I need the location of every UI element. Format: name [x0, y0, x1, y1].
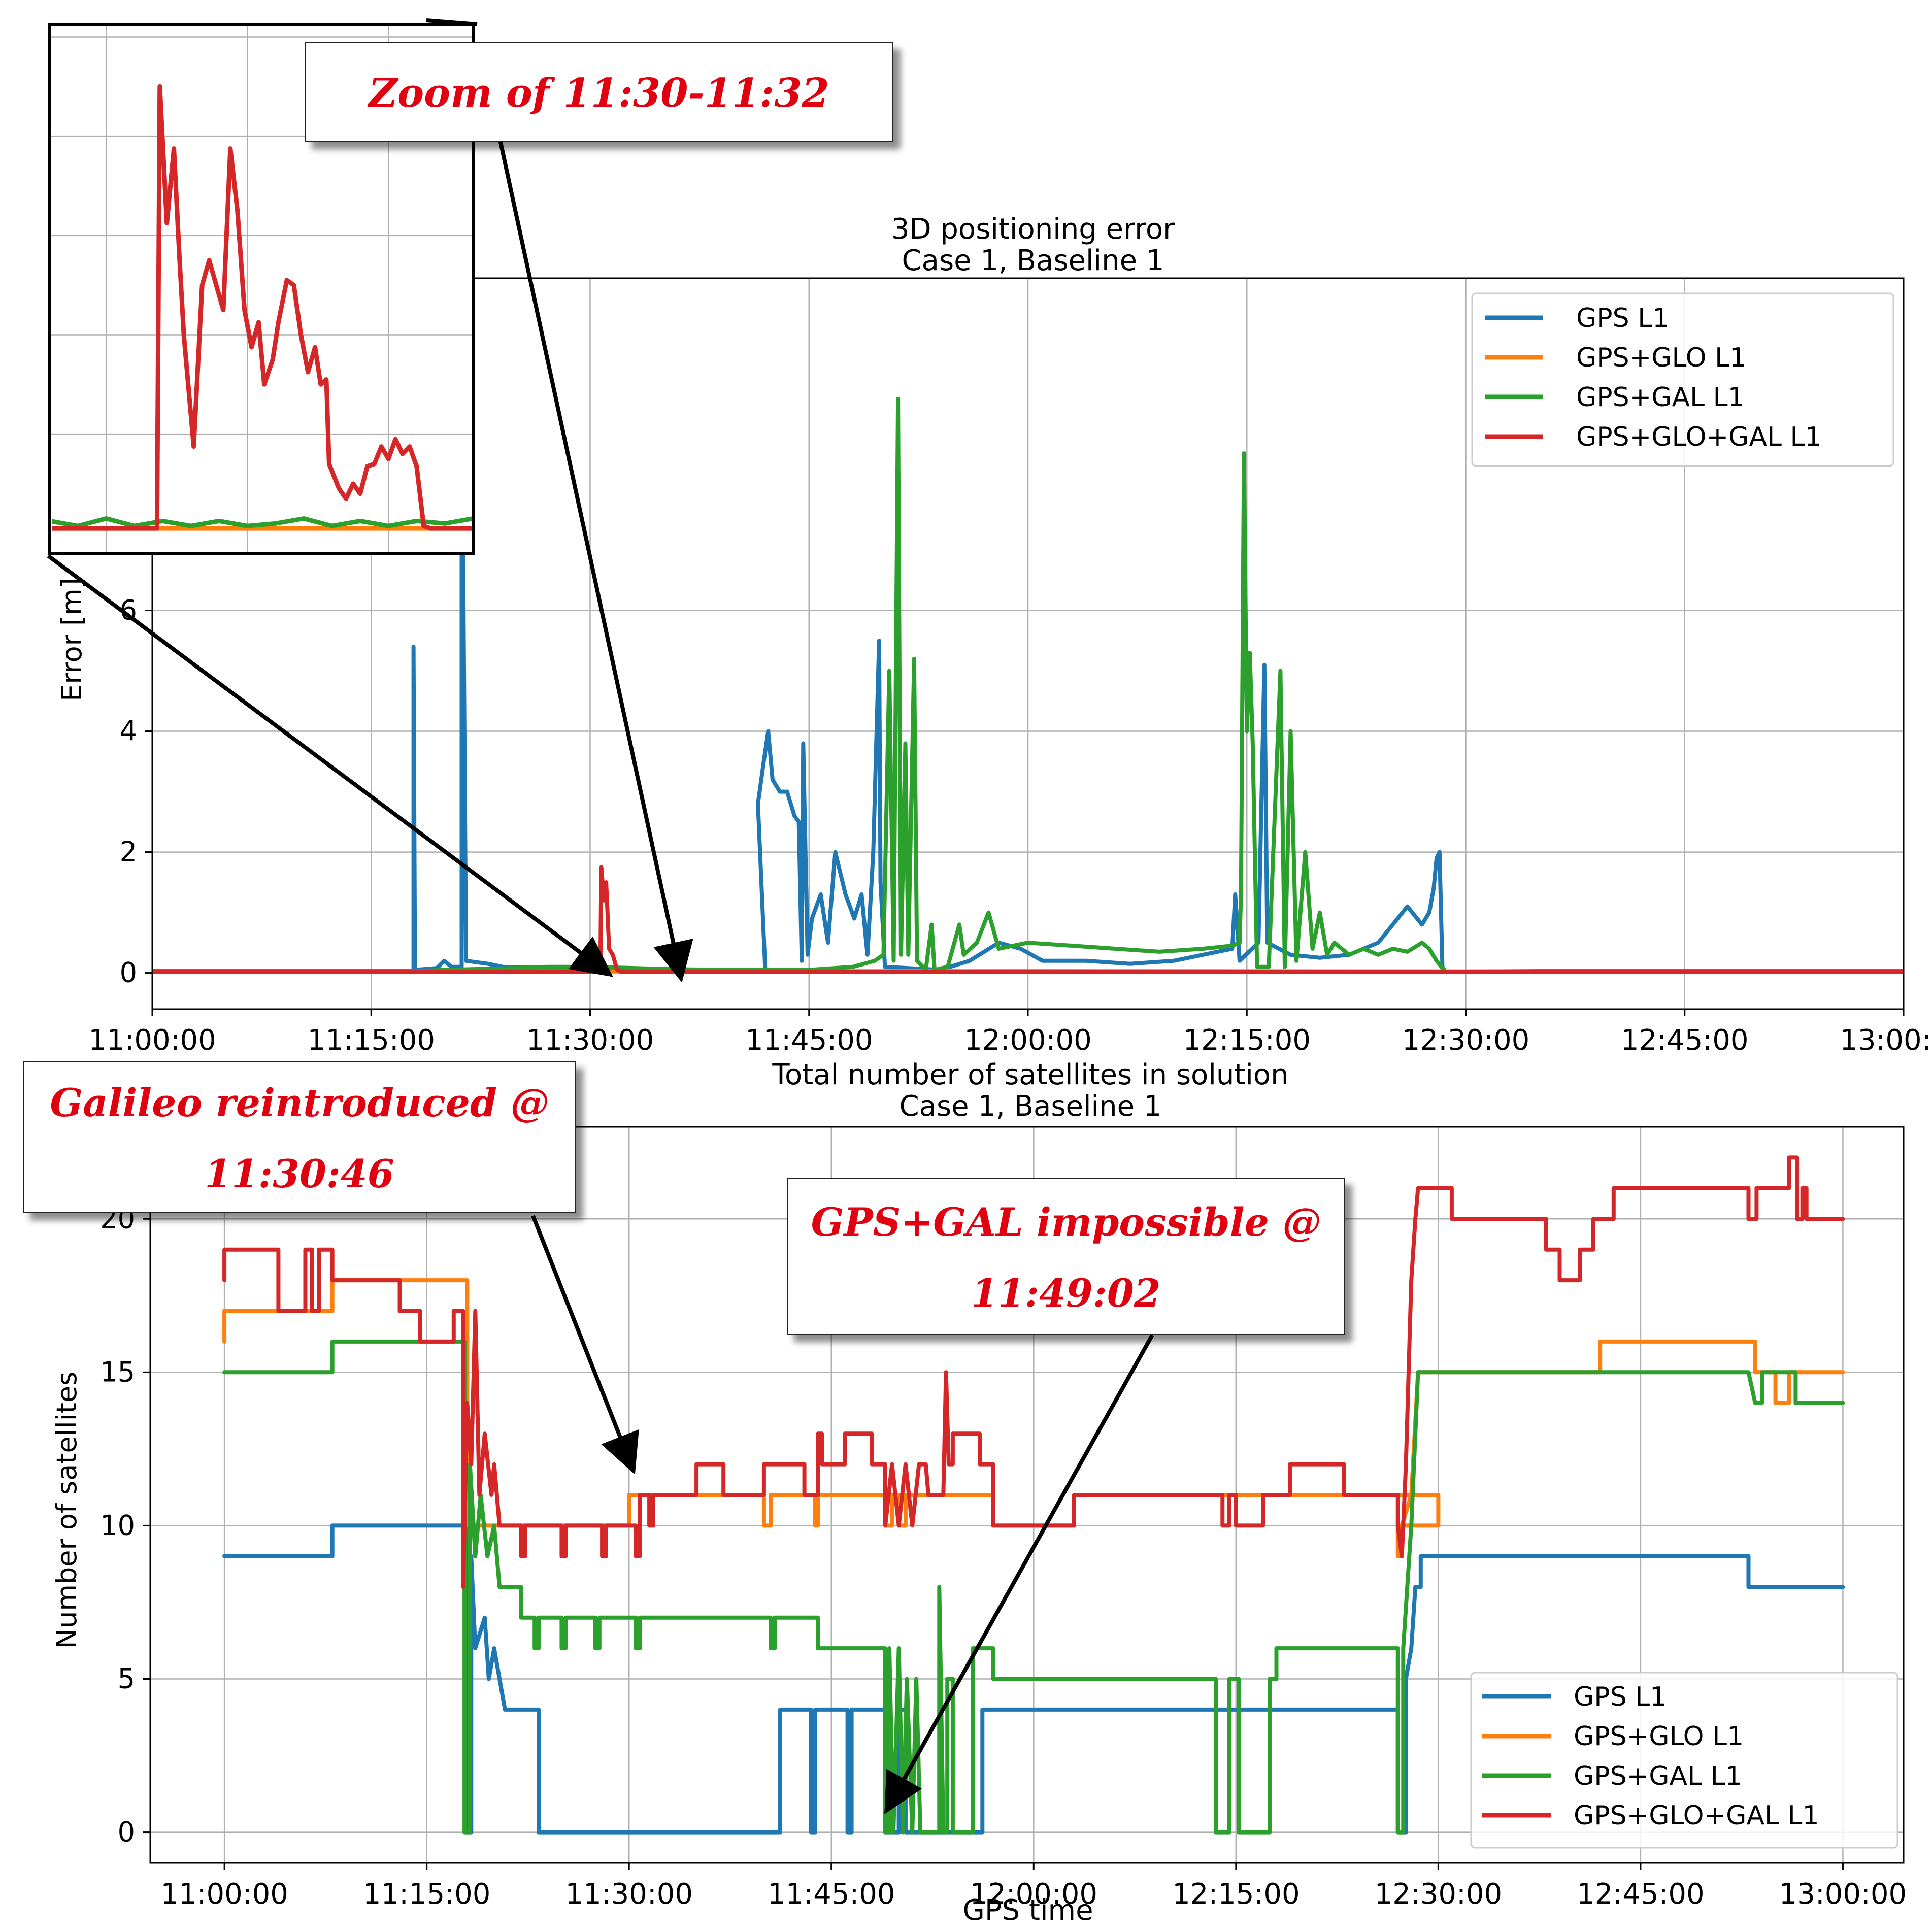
- gpsgal-callout: GPS+GAL impossible @ 11:49:02: [787, 1178, 1345, 1335]
- x-tick-label: 12:00:00: [970, 1878, 1098, 1911]
- legend-label-gps: GPS L1: [1576, 303, 1669, 334]
- x-tick-label: 12:30:00: [1402, 1024, 1530, 1057]
- legend-label-gps-glo: GPS+GLO L1: [1574, 1721, 1744, 1752]
- error-chart: 3D positioning error Case 1, Baseline 1 …: [56, 213, 1932, 1057]
- x-tick-label: 11:45:00: [745, 1024, 873, 1057]
- series-line-gps-glo-gal-l1: [222, 1155, 1845, 1589]
- gpsgal-callout-arrow: [884, 1334, 1154, 1814]
- satellites-plot-frame: [149, 1126, 1905, 1864]
- inset-top-connector: [426, 18, 478, 26]
- series-line-gps-l1: [222, 1523, 1845, 1835]
- x-tick-label: 11:45:00: [768, 1878, 895, 1911]
- y-tick-label: 2: [120, 836, 137, 868]
- x-tick-label: 11:00:00: [160, 1878, 288, 1911]
- legend-label-gps-glo-gal: GPS+GLO+GAL L1: [1574, 1801, 1819, 1831]
- satellites-chart-title: Total number of satellites in solution: [772, 1058, 1288, 1091]
- legend-label-gps-gal: GPS+GAL L1: [1576, 382, 1745, 413]
- x-tick-label: 12:30:00: [1375, 1878, 1503, 1911]
- galileo-callout: Galileo reintroduced @ 11:30:46: [23, 1061, 576, 1213]
- error-chart-title: 3D positioning error: [891, 213, 1175, 246]
- satellites-x-axis-label: GPS time: [962, 1894, 1093, 1927]
- x-tick-label: 11:15:00: [307, 1024, 435, 1057]
- y-tick-label: 0: [120, 957, 137, 989]
- inset-connector-arrow: [47, 554, 613, 977]
- x-tick-label: 11:15:00: [363, 1878, 491, 1911]
- galileo-callout-line2: 11:30:46: [205, 1151, 394, 1196]
- zoom-callout-text: Zoom of 11:30-11:32: [369, 70, 829, 116]
- gpsgal-callout-line1: GPS+GAL impossible @: [811, 1200, 1321, 1245]
- zoom-callout-arrow: [498, 139, 693, 983]
- x-tick-label: 11:00:00: [88, 1024, 216, 1057]
- y-tick-label: 0: [118, 1816, 135, 1848]
- error-x-ticks: 11:00:00 11:15:00 11:30:00 11:45:00 12:00:00…: [88, 1009, 1932, 1057]
- x-tick-label: 13:00:00: [1779, 1878, 1907, 1911]
- inset-frame: [48, 23, 475, 555]
- annotation-arrows: [47, 18, 1154, 1814]
- y-tick-label: 5: [118, 1663, 135, 1695]
- zoom-callout: Zoom of 11:30-11:32: [305, 42, 893, 142]
- x-tick-label: 12:15:00: [1183, 1024, 1311, 1057]
- y-tick-label: 15: [100, 1356, 135, 1388]
- error-grid: [151, 278, 1905, 1009]
- legend-label-gps-glo-gal: GPS+GLO+GAL L1: [1576, 422, 1822, 452]
- error-y-axis-label: Error [m]: [56, 578, 88, 702]
- x-tick-label: 13:00:00: [1840, 1024, 1932, 1057]
- y-tick-label: 10: [100, 1509, 135, 1541]
- x-tick-label: 11:30:00: [526, 1024, 654, 1057]
- galileo-callout-line1: Galileo reintroduced @: [50, 1080, 549, 1125]
- satellites-y-axis-label: Number of satellites: [51, 1372, 83, 1649]
- series-line-gps-glo-gal-l1: [52, 84, 472, 531]
- satellites-x-ticks: 11:00:00 11:15:00 11:30:00 11:45:00 12:00:00…: [160, 1863, 1907, 1911]
- series-line-gps-gal-l1: [152, 397, 1904, 974]
- y-tick-label: 4: [120, 715, 137, 747]
- error-legend: GPS L1 GPS+GLO L1 GPS+GAL L1 GPS+GLO+GAL…: [1471, 292, 1894, 467]
- gpsgal-callout-line2: 11:49:02: [971, 1271, 1161, 1316]
- x-tick-label: 12:45:00: [1577, 1878, 1705, 1911]
- legend-label-gps-gal: GPS+GAL L1: [1574, 1761, 1742, 1791]
- satellites-chart-subtitle: Case 1, Baseline 1: [900, 1090, 1162, 1123]
- satellites-series: [222, 1155, 1845, 1835]
- series-line-gps-gal-l1: [52, 516, 472, 528]
- galileo-callout-arrow: [531, 1215, 639, 1475]
- legend-label-gps-glo: GPS+GLO L1: [1576, 343, 1746, 373]
- inset-series: [52, 84, 472, 531]
- x-tick-label: 12:15:00: [1172, 1878, 1300, 1911]
- series-line-gps-gal-l1: [222, 1339, 1845, 1835]
- legend-label-gps: GPS L1: [1574, 1682, 1667, 1712]
- x-tick-label: 12:00:00: [964, 1024, 1092, 1057]
- x-tick-label: 12:45:00: [1621, 1024, 1749, 1057]
- error-chart-subtitle: Case 1, Baseline 1: [902, 244, 1164, 277]
- error-series: [152, 348, 1904, 974]
- x-tick-label: 11:30:00: [565, 1878, 693, 1911]
- satellites-legend: GPS L1 GPS+GLO L1 GPS+GAL L1 GPS+GLO+GAL…: [1470, 1672, 1898, 1849]
